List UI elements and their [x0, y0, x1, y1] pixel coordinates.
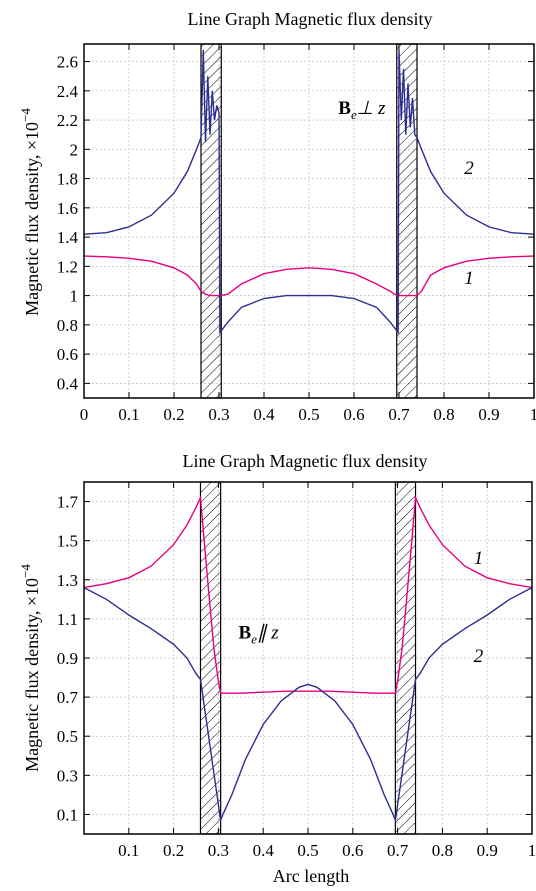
x-tick-label: 0.4 — [253, 841, 275, 860]
bottom-chart-tick-labels: 0.1 0.2 0.3 0.4 0.5 0.6 0.7 0.8 0.9 1 0.1 0.3 0.5 0.7… — [57, 493, 536, 860]
x-tick-label: 0.8 — [433, 405, 454, 424]
y-tick-label: 1.1 — [57, 610, 78, 629]
y-tick-label: 1.4 — [57, 228, 79, 247]
x-tick-label: 0.5 — [297, 841, 318, 860]
bottom-chart-ticks — [84, 482, 533, 834]
y-tick-label: 1.7 — [57, 493, 79, 512]
series-line-1 — [83, 255, 535, 297]
x-tick-label: 0.2 — [163, 841, 184, 860]
x-tick-label: 0.3 — [208, 841, 229, 860]
top-chart-tick-labels: 0 0.1 0.2 0.3 0.4 0.5 0.6 0.7 0.8 0.9 1 0.4 0.6 0.8 1 1… — [57, 53, 536, 424]
y-tick-label: 0.7 — [57, 688, 79, 707]
x-tick-label: 0.7 — [388, 405, 410, 424]
x-tick-label: 0.9 — [477, 841, 498, 860]
top-chart-title: Line Graph Magnetic flux density — [188, 9, 433, 29]
x-tick-label: 0 — [80, 405, 89, 424]
top-chart-series: 12 — [83, 49, 535, 335]
series-label-1: 1 — [464, 268, 474, 289]
x-tick-label: 0.2 — [163, 405, 184, 424]
top-chart-ticks — [83, 44, 535, 398]
x-tick-label: 0.9 — [478, 405, 499, 424]
y-tick-label: 0.4 — [57, 374, 79, 393]
x-tick-label: 0.1 — [118, 405, 139, 424]
y-tick-label: 0.8 — [57, 316, 78, 335]
y-tick-label: 0.6 — [57, 345, 78, 364]
top-chart: Line Graph Magnetic flux density 12 0 0.1… — [18, 9, 536, 424]
x-tick-label: 0.6 — [343, 405, 364, 424]
y-tick-label: 1.2 — [57, 257, 78, 276]
series-label-2: 2 — [474, 646, 484, 667]
x-tick-label: 1 — [530, 405, 536, 424]
bottom-chart: Line Graph Magnetic flux density 12 0.1 0… — [18, 451, 536, 886]
x-tick-label: 0.5 — [298, 405, 319, 424]
y-tick-label: 1.5 — [57, 532, 78, 551]
y-tick-label: 2.4 — [57, 82, 79, 101]
x-tick-label: 0.3 — [208, 405, 229, 424]
y-tick-label: 0.5 — [57, 727, 78, 746]
y-tick-label: 2.2 — [57, 111, 78, 130]
y-tick-label: 1.3 — [57, 571, 78, 590]
x-tick-label: 0.8 — [432, 841, 453, 860]
y-tick-label: 1 — [70, 287, 79, 306]
y-tick-label: 2 — [70, 140, 79, 159]
y-tick-label: 1.8 — [57, 170, 78, 189]
top-chart-grid — [83, 44, 535, 398]
bottom-chart-hatched-regions — [199, 481, 417, 835]
series-line-2 — [83, 586, 533, 824]
top-chart-y-axis-label: Magnetic flux density, ×10−4 — [18, 108, 42, 316]
x-tick-label: 0.4 — [253, 405, 275, 424]
bottom-chart-grid — [84, 482, 533, 834]
bottom-chart-y-axis-label: Magnetic flux density, ×10−4 — [18, 564, 42, 772]
series-line-2 — [83, 49, 535, 335]
y-tick-label: 0.1 — [57, 805, 78, 824]
series-line-1 — [83, 494, 533, 694]
bottom-chart-series: 12 — [83, 494, 533, 824]
bottom-chart-field-annotation: Be∥ z — [239, 622, 280, 646]
x-tick-label: 0.1 — [118, 841, 139, 860]
y-tick-label: 2.6 — [57, 53, 78, 72]
x-tick-label: 0.7 — [387, 841, 409, 860]
x-tick-label: 0.6 — [342, 841, 363, 860]
series-label-1: 1 — [474, 548, 484, 569]
y-tick-label: 1.6 — [57, 199, 78, 218]
bottom-chart-title: Line Graph Magnetic flux density — [183, 451, 428, 471]
x-tick-label: 1 — [528, 841, 536, 860]
top-chart-field-annotation: Be⊥ z — [338, 98, 386, 122]
y-tick-label: 0.3 — [57, 766, 78, 785]
bottom-chart-x-axis-label: Arc length — [273, 866, 349, 886]
y-tick-label: 0.9 — [57, 649, 78, 668]
series-label-2: 2 — [464, 158, 474, 179]
